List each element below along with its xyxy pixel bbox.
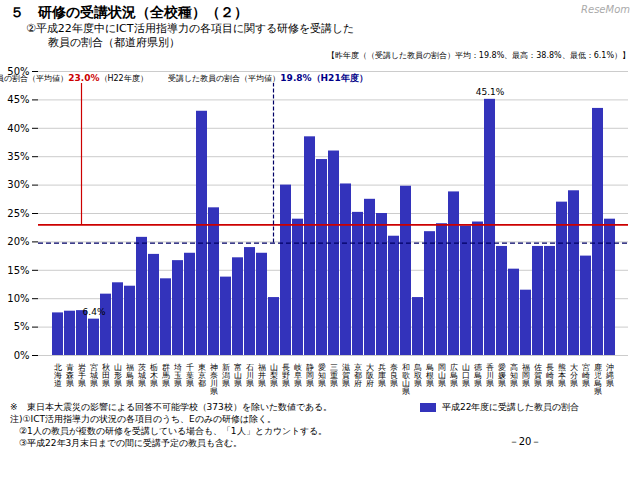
svg-text:受講した教員の割合（平均値）23.0%（H22年度）: 受講した教員の割合（平均値）23.0%（H22年度） (0, 73, 148, 83)
svg-text:大分県: 大分県 (570, 363, 578, 388)
svg-text:受講した教員の割合（平均値）19.8%（H21年度）: 受講した教員の割合（平均値）19.8%（H21年度） (168, 73, 367, 83)
svg-text:青森県: 青森県 (66, 363, 74, 388)
svg-text:10%: 10% (7, 293, 29, 304)
svg-text:宮崎県: 宮崎県 (582, 363, 590, 388)
svg-text:栃木県: 栃木県 (150, 363, 158, 388)
svg-text:兵庫県: 兵庫県 (378, 363, 386, 388)
svg-text:大阪府: 大阪府 (366, 363, 374, 388)
svg-text:富山県: 富山県 (234, 363, 242, 388)
svg-text:40%: 40% (7, 123, 29, 134)
svg-text:和歌山県: 和歌山県 (402, 363, 410, 396)
html-text:②1人の教員が複数の研修を受講している場合も、「1人」とカウ: ②1人の教員が複数の研修を受講している場合も、「1人」とカウントする。 (10, 426, 327, 436)
svg-text:愛媛県: 愛媛県 (498, 363, 506, 388)
svg-text:鹿児島県: 鹿児島県 (594, 363, 602, 396)
svg-text:福岡県: 福岡県 (522, 363, 530, 388)
svg-text:石川県: 石川県 (246, 363, 254, 388)
html-text:【昨年度（（受講した教員の割合）平均：19.8%、最高：38: 【昨年度（（受講した教員の割合）平均：19.8%、最高：38.8%、最低：6.1… (326, 51, 630, 60)
svg-text:三重県: 三重県 (330, 363, 338, 388)
svg-text:45.1%: 45.1% (476, 87, 505, 97)
svg-text:滋賀県: 滋賀県 (342, 363, 350, 388)
svg-text:沖縄県: 沖縄県 (605, 363, 614, 388)
svg-text:新潟県: 新潟県 (222, 363, 230, 388)
svg-text:京都府: 京都府 (354, 363, 362, 388)
svg-text:北海道: 北海道 (54, 363, 62, 388)
svg-text:30%: 30% (7, 179, 29, 190)
html-text:－20－: －20－ (508, 436, 542, 447)
svg-text:福島県: 福島県 (126, 363, 134, 388)
svg-text:秋田県: 秋田県 (102, 363, 110, 388)
svg-text:神奈川県: 神奈川県 (210, 363, 218, 396)
svg-text:広島県: 広島県 (450, 363, 458, 388)
svg-text:山口県: 山口県 (462, 363, 470, 388)
svg-text:福井県: 福井県 (258, 363, 266, 388)
svg-text:岩手県: 岩手県 (78, 363, 86, 388)
html-text:５ 研修の受講状況（全校種）（２）: ５ 研修の受講状況（全校種）（２） (10, 4, 248, 20)
svg-text:鳥取県: 鳥取県 (413, 363, 422, 388)
svg-text:東京都: 東京都 (198, 363, 206, 388)
html-text:③平成22年3月末日までの間に受講予定の教員も含む。: ③平成22年3月末日までの間に受講予定の教員も含む。 (10, 438, 243, 448)
svg-text:静岡県: 静岡県 (306, 363, 314, 388)
svg-text:35%: 35% (7, 151, 29, 162)
svg-text:徳島県: 徳島県 (474, 363, 482, 388)
svg-text:15%: 15% (7, 265, 29, 276)
svg-text:佐賀県: 佐賀県 (534, 363, 542, 388)
svg-text:長野県: 長野県 (282, 363, 290, 388)
svg-text:6.4%: 6.4% (83, 307, 106, 317)
svg-text:45%: 45% (7, 94, 29, 105)
svg-text:愛知県: 愛知県 (318, 363, 326, 388)
svg-text:茨城県: 茨城県 (137, 363, 146, 388)
svg-text:埼玉県: 埼玉県 (173, 363, 182, 388)
svg-text:5%: 5% (14, 321, 30, 332)
svg-text:長崎県: 長崎県 (546, 363, 554, 388)
html-text:※ 東日本大震災の影響による回答不可能学校（373校）を除い: ※ 東日本大震災の影響による回答不可能学校（373校）を除いた数値である。 (10, 402, 332, 412)
svg-text:島根県: 島根県 (426, 363, 434, 388)
svg-text:20%: 20% (7, 236, 29, 247)
svg-text:50%: 50% (7, 65, 30, 77)
svg-text:宮城県: 宮城県 (89, 363, 98, 388)
html-text:教員の割合（都道府県別）: 教員の割合（都道府県別） (26, 36, 180, 49)
html-text:②平成22年度中にICT活用指導力の各項目に関する研修を受講: ②平成22年度中にICT活用指導力の各項目に関する研修を受講した (26, 22, 354, 35)
svg-text:香川県: 香川県 (486, 363, 494, 388)
svg-text:群馬県: 群馬県 (161, 363, 170, 388)
svg-text:岐阜県: 岐阜県 (294, 363, 302, 388)
html-text:平成22年度に受講した教員の割合: 平成22年度に受講した教員の割合 (442, 402, 580, 412)
svg-text:奈良県: 奈良県 (390, 363, 398, 388)
svg-text:千葉県: 千葉県 (186, 363, 194, 388)
svg-text:熊本県: 熊本県 (558, 363, 566, 388)
svg-text:山梨県: 山梨県 (270, 363, 278, 388)
svg-text:岡山県: 岡山県 (438, 363, 446, 388)
svg-text:25%: 25% (7, 208, 29, 219)
svg-text:0%: 0% (14, 350, 30, 361)
svg-text:高知県: 高知県 (510, 363, 518, 388)
svg-text:山形県: 山形県 (114, 363, 122, 388)
html-text:ReseMom: ReseMom (581, 4, 630, 15)
html-text:注)①ICT活用指導力の状況の各項目のうち、Eのみの研修は除: 注)①ICT活用指導力の状況の各項目のうち、Eのみの研修は除く。 (10, 414, 276, 424)
